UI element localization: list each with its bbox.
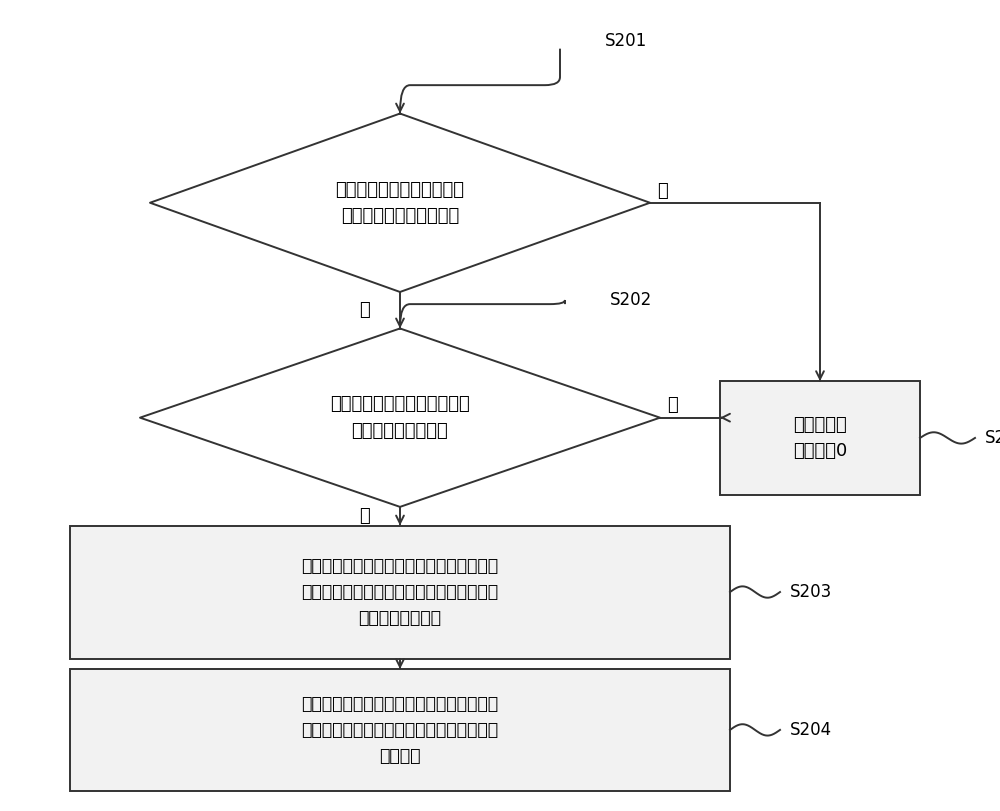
Text: 确定剩余乘
坐人数为0: 确定剩余乘 坐人数为0 [793,416,847,460]
Bar [720,381,920,495]
Text: 判断电梯已承载的乘客数量是
否小于最大承载人数: 判断电梯已承载的乘客数量是 否小于最大承载人数 [330,396,470,440]
Polygon shape [150,114,650,292]
Bar [70,669,730,791]
Text: S203: S203 [790,583,832,601]
Text: 根据最大承载重量与电梯已承载的乘客总重
量之间的差值、预设的单人平均体重，确定
第一剩余乘坐人数: 根据最大承载重量与电梯已承载的乘客总重 量之间的差值、预设的单人平均体重，确定 … [301,556,499,628]
Text: 判断电梯已承载的乘客总重
量是否小于最大承载重量: 判断电梯已承载的乘客总重 量是否小于最大承载重量 [336,181,464,225]
Text: 否: 否 [667,397,677,414]
Bar [70,526,730,659]
Text: 是: 是 [360,301,370,320]
Text: 根据第一剩余乘坐人数、最大承载人数与电
梯已承载的乘客数量之间的差值，确定剩余
乘坐人数: 根据第一剩余乘坐人数、最大承载人数与电 梯已承载的乘客数量之间的差值，确定剩余 … [301,694,499,766]
Text: 否: 否 [657,182,667,200]
Text: S205: S205 [985,429,1000,447]
Text: 是: 是 [360,507,370,526]
Polygon shape [140,328,660,507]
Text: S202: S202 [610,291,652,309]
Text: S201: S201 [605,32,647,49]
Text: S204: S204 [790,721,832,739]
